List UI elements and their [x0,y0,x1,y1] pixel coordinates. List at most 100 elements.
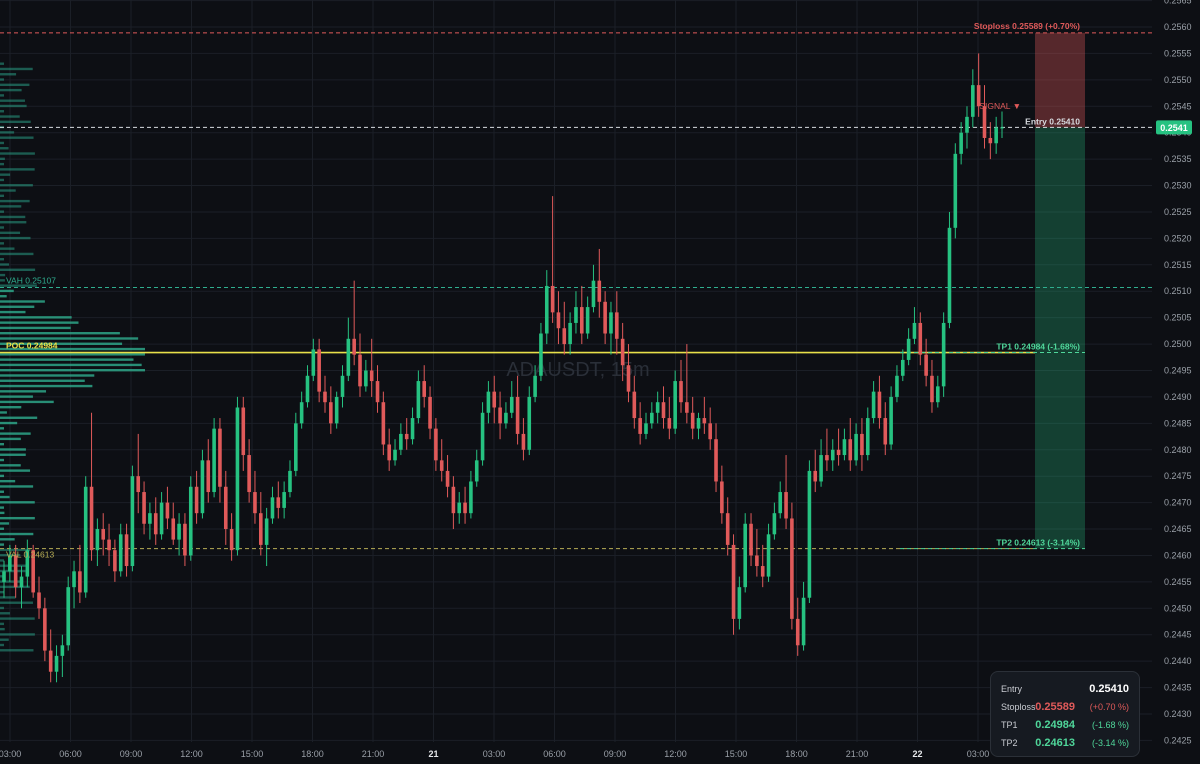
candle-body [78,571,82,593]
candle-body [223,486,228,530]
profile-bar [0,94,4,97]
candle-body [971,85,975,117]
candle-body [428,396,432,429]
candle-body [393,449,397,461]
candle-body [743,523,748,588]
profile-bar [0,627,5,631]
profile-bar [0,337,139,340]
profile-bar [0,564,27,567]
candle-body [947,227,952,323]
profile-bar [0,279,5,282]
profile-bar [0,612,10,615]
levels [0,32,1152,550]
y-tick-label: 0.2480 [1164,445,1192,455]
profile-bar [0,506,4,509]
candle-body [807,470,812,598]
candle-body [912,322,917,339]
candle-body [865,418,870,456]
candle-body [819,455,823,482]
x-tick-label: 12:00 [180,749,203,759]
info-row-tp1: TP1 0.24984 (-1.68 %) [1001,719,1129,734]
candle-body [463,502,467,514]
current-price-tag [1156,120,1192,135]
candle-body [83,486,88,593]
x-tick-label: 15:00 [241,749,264,759]
candle-body [778,492,783,514]
candle-body [410,418,415,440]
x-tick-label: 21:00 [362,749,385,759]
profile-bar [0,120,31,124]
label-val: VAL 0.24613 [6,550,54,560]
candle-body [299,402,304,424]
candle-body [113,550,117,572]
profile-bar [0,73,17,76]
profile-bar [0,210,4,213]
profile-bar [0,326,71,330]
info-key-entry: Entry [1001,684,1023,694]
x-tick-label: 22 [912,749,922,759]
y-tick-label: 0.2525 [1164,207,1192,217]
y-tick-label: 0.2550 [1164,75,1192,85]
candle-body [679,381,683,403]
candle-body [118,534,123,572]
profile-bar [0,99,25,102]
label-stoploss: Stoploss 0.25589 (+0.70%) [974,21,1080,31]
info-row-tp2: TP2 0.24613 (-3.14 %) [1001,737,1129,752]
candle-body [632,391,637,419]
profile-bar [0,405,22,409]
candle-body [480,412,485,461]
candle-body [352,338,356,355]
grid [0,0,1152,742]
candle-body [19,576,24,588]
y-tick-label: 0.2555 [1164,48,1192,58]
candle-body [918,322,923,355]
info-row-entry: Entry 0.25410 [1001,683,1129,698]
profile-bar [0,395,33,398]
profile-bar [0,532,34,536]
candle-body [772,513,777,535]
candle-body [282,492,286,508]
candle-body [790,518,794,619]
candle-body [597,280,602,302]
y-tick-label: 0.2495 [1164,366,1192,376]
candle-body [527,396,532,450]
candle-body [48,650,53,672]
profile-bar [0,390,47,393]
profile-bar [0,252,34,256]
info-value-entry: 0.25410 [1089,683,1129,695]
candle-body [708,423,712,440]
candle-body [661,402,666,419]
y-tick-label: 0.2545 [1164,101,1192,111]
candle-body [37,592,41,609]
profile-bar [0,104,27,108]
candle-body [766,534,771,577]
candle-body [89,486,94,551]
profile-bar [0,622,4,626]
candle-body [264,518,269,545]
candle-body [294,423,298,471]
profile-bar [0,643,4,647]
info-key-tp2: TP2 [1001,738,1018,748]
candle-body [924,354,928,376]
profile-bar [0,495,10,499]
candle-body [877,391,882,419]
candle-body [650,412,654,424]
profile-bar [0,284,37,287]
candle-body [813,470,818,482]
candle-body [165,502,170,519]
profile-bar [0,226,4,229]
profile-bar [0,453,26,456]
candle-body [953,153,958,228]
candle-body [492,391,497,408]
candle-body [626,365,631,392]
profile-bar [0,332,120,335]
candle-body [2,571,6,582]
profile-bar [0,596,16,599]
candle-body [194,486,199,514]
candle-body [579,307,584,334]
x-tick-label: 09:00 [604,749,627,759]
candle-body [725,513,730,545]
profile-bar [0,295,7,298]
profile-bar [0,178,4,182]
